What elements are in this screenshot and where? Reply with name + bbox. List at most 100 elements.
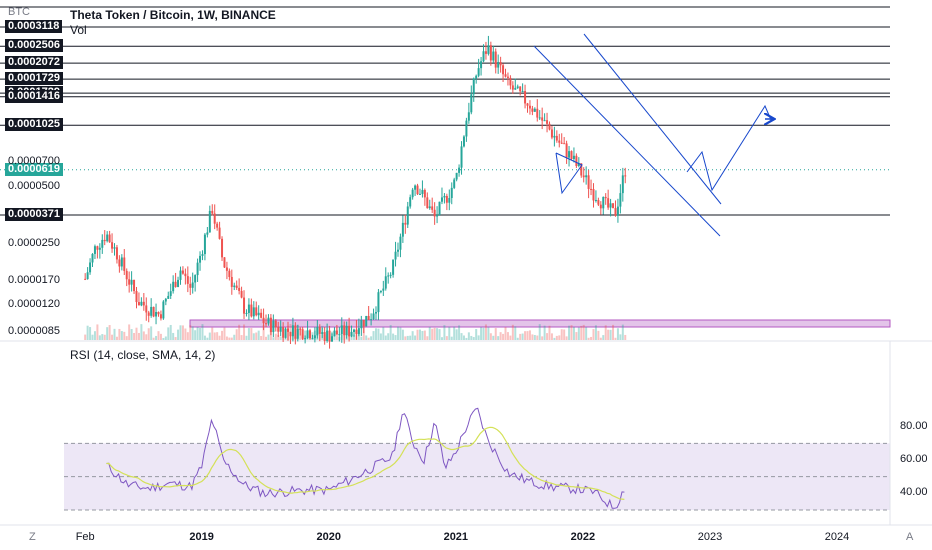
volume-bar — [265, 336, 268, 340]
volume-bar — [304, 330, 307, 340]
candle-body — [316, 326, 319, 336]
volume-bar — [436, 328, 439, 340]
candle-body — [367, 315, 370, 320]
candle-body — [250, 304, 253, 317]
volume-bar — [426, 336, 429, 340]
volume-bar — [123, 331, 126, 340]
volume-bar — [590, 336, 593, 340]
candle-body — [460, 146, 463, 168]
volume-bar — [106, 327, 109, 340]
volume-bar — [377, 328, 380, 340]
candle-body — [147, 312, 150, 316]
volume-bar — [524, 331, 527, 340]
volume-bar — [396, 326, 399, 340]
volume-bar — [570, 325, 573, 340]
candle-body — [206, 232, 209, 235]
volume-bar — [582, 324, 585, 340]
candle-body — [203, 234, 206, 255]
volume-bar — [225, 336, 228, 340]
candle-body — [531, 108, 534, 112]
volume-bar — [84, 334, 87, 340]
candle-body — [157, 311, 160, 315]
volume-bar — [484, 324, 487, 340]
candle-body — [467, 112, 470, 121]
volume-bar — [257, 330, 260, 340]
volume-bar — [521, 333, 524, 340]
level-tag: 0.0001416 — [5, 89, 63, 103]
volume-bar — [255, 332, 258, 340]
volume-bar — [206, 337, 209, 340]
level-tag: 0.0002506 — [5, 39, 63, 53]
volume-bar — [223, 327, 226, 340]
volume-bar — [367, 337, 370, 340]
candle-body — [472, 78, 475, 95]
volume-bar — [108, 325, 111, 340]
auto-scale-icon[interactable]: A — [906, 531, 914, 543]
volume-bar — [111, 334, 114, 340]
volume-bar — [568, 325, 571, 340]
candle-body — [448, 198, 451, 203]
zoom-icon[interactable]: Z — [29, 531, 36, 543]
volume-bar — [91, 334, 94, 340]
volume-bar — [184, 328, 187, 340]
volume-bar — [238, 324, 241, 340]
candle-body — [548, 123, 551, 130]
volume-bar — [233, 334, 236, 340]
chart-title[interactable]: Theta Token / Bitcoin, 1W, BINANCE — [70, 8, 276, 22]
volume-bar — [423, 330, 426, 340]
candle-body — [118, 259, 121, 267]
candle-body — [450, 187, 453, 199]
volume-bar — [384, 335, 387, 340]
volume-bar — [511, 324, 514, 340]
volume-bar — [531, 334, 534, 340]
candle-body — [428, 206, 431, 209]
volume-bar — [177, 329, 180, 340]
volume-bar — [387, 333, 390, 340]
candle-body — [560, 142, 563, 144]
candle-body — [123, 257, 126, 271]
volume-bar — [252, 333, 255, 340]
rsi-band-group — [64, 442, 890, 511]
candle-body — [445, 195, 448, 203]
candle-body — [313, 335, 316, 339]
volume-bar — [199, 327, 202, 340]
price-tick-label: 0.0000700 — [8, 155, 60, 167]
candle-body — [497, 61, 500, 68]
level-tag: 0.0003118 — [5, 20, 63, 33]
projection-path — [686, 104, 772, 192]
candle-body — [150, 306, 153, 316]
volume-label[interactable]: Vol — [70, 23, 87, 37]
candle-body — [536, 108, 539, 118]
candle-body — [350, 332, 353, 337]
volume-bar — [247, 328, 250, 340]
volume-bar — [267, 334, 270, 340]
volume-bar — [550, 333, 553, 340]
candle-body — [506, 76, 509, 78]
candle-body — [235, 285, 238, 288]
rsi-title[interactable]: RSI (14, close, SMA, 14, 2) — [70, 348, 216, 362]
volume-bar — [250, 328, 253, 340]
candle-body — [458, 167, 461, 173]
volume-bar — [392, 333, 395, 340]
candle-body — [318, 326, 321, 334]
volume-bar — [597, 330, 600, 340]
candle-body — [252, 307, 255, 317]
candle-body — [120, 257, 123, 267]
candle-body — [103, 239, 106, 242]
volume-bar — [399, 327, 402, 340]
volume-bar — [487, 327, 490, 340]
volume-bar — [128, 324, 131, 340]
volume-bar — [98, 335, 101, 340]
volume-bar — [262, 325, 265, 340]
volume-bar — [462, 335, 465, 340]
candle-body — [333, 330, 336, 337]
candle-body — [538, 117, 541, 119]
volume-bar — [152, 337, 155, 340]
candle-body — [580, 163, 583, 176]
volume-bar — [196, 327, 199, 340]
candle-body — [86, 272, 89, 280]
rsi-tick-label: 60.00 — [900, 453, 928, 465]
candle-body — [247, 304, 250, 313]
candle-body — [392, 259, 395, 275]
